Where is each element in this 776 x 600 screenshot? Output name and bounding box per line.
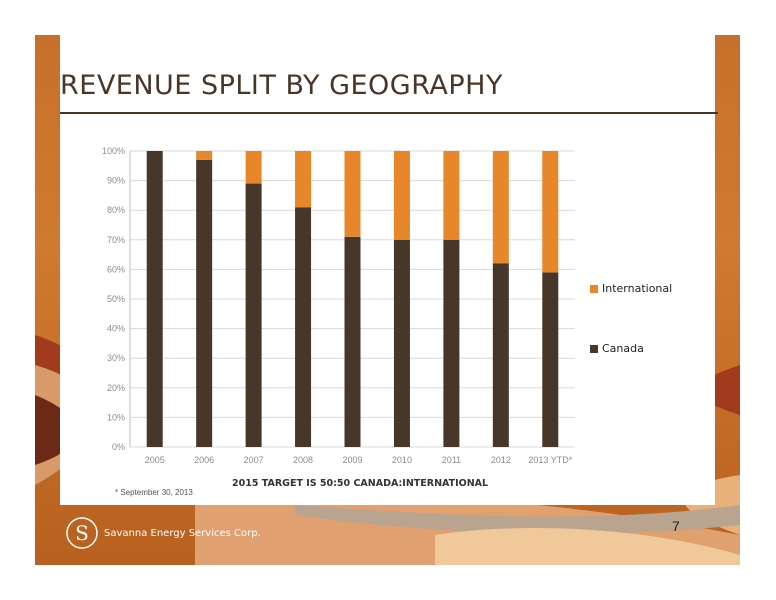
x-tick-label: 2008 xyxy=(293,455,313,465)
bar-canada-2009 xyxy=(344,236,361,447)
x-axis-ticks: 2005 2006 2007 2008 2009 2010 2011 2012 2013 YTD… xyxy=(145,455,573,465)
target-statement: 2015 TARGET IS 50:50 CANADA:INTERNATIONA… xyxy=(232,478,489,489)
bar-international-2006 xyxy=(196,151,213,160)
y-tick-label: 30% xyxy=(107,353,125,363)
y-axis-ticks: 0% 10% 20% 30% 40% 50% 60% 70% 80% 90% 100% xyxy=(102,146,125,452)
x-tick-label: 2006 xyxy=(194,455,214,465)
bar-canada-2011 xyxy=(443,239,460,447)
company-logo: S Savanna Energy Services Corp. xyxy=(64,515,261,551)
y-tick-label: 20% xyxy=(107,383,125,393)
bar-international-2011 xyxy=(443,151,460,240)
y-tick-label: 50% xyxy=(107,294,125,304)
y-tick-label: 90% xyxy=(107,176,125,186)
y-tick-label: 60% xyxy=(107,264,125,274)
chart-bars xyxy=(146,151,559,447)
logo-mark: S xyxy=(66,517,98,549)
bar-canada-2013 xyxy=(542,272,559,447)
page-title: REVENUE SPLIT BY GEOGRAPHY xyxy=(60,70,503,101)
bar-international-2010 xyxy=(393,151,410,240)
x-tick-label: 2007 xyxy=(244,455,264,465)
y-tick-label: 80% xyxy=(107,205,125,215)
x-tick-label: 2013 YTD* xyxy=(528,455,572,465)
bar-international-2013 xyxy=(542,151,559,273)
bar-international-2012 xyxy=(492,151,509,264)
legend-label-international: International xyxy=(602,282,673,295)
x-tick-label: 2011 xyxy=(442,455,461,465)
x-tick-label: 2005 xyxy=(145,455,165,465)
bar-canada-2010 xyxy=(393,239,410,447)
logo-letter: S xyxy=(75,521,89,545)
legend-label-canada: Canada xyxy=(602,342,644,355)
bar-international-2009 xyxy=(344,151,361,237)
page-number: 7 xyxy=(672,518,680,534)
y-tick-label: 10% xyxy=(107,412,125,422)
x-tick-label: 2009 xyxy=(342,455,362,465)
legend-swatch-international xyxy=(590,284,598,293)
company-name: Savanna Energy Services Corp. xyxy=(104,527,261,539)
legend-swatch-canada xyxy=(590,344,598,353)
y-tick-label: 40% xyxy=(107,324,125,334)
bar-canada-2012 xyxy=(492,263,509,447)
title-divider xyxy=(60,112,718,114)
bar-canada-2006 xyxy=(196,159,213,447)
x-tick-label: 2010 xyxy=(392,455,412,465)
bar-canada-2008 xyxy=(295,207,312,447)
revenue-split-chart: 0%10%20%30%40%50%60%70%80%90%100% 2005 20… xyxy=(102,146,575,465)
bar-international-2008 xyxy=(295,151,312,208)
y-tick-label: 100% xyxy=(102,146,125,156)
footnote: * September 30, 2013 xyxy=(115,488,193,497)
bar-canada-2007 xyxy=(245,183,262,447)
x-tick-label: 2012 xyxy=(491,455,511,465)
bar-international-2007 xyxy=(245,151,262,184)
y-tick-label: 0% xyxy=(112,442,125,452)
legend-item-international: International xyxy=(590,282,672,295)
bar-canada-2005 xyxy=(146,151,163,447)
legend-item-canada: Canada xyxy=(590,342,644,355)
y-tick-label: 70% xyxy=(107,235,125,245)
